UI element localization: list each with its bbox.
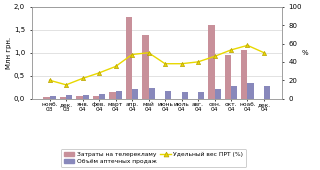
Bar bbox=[181, 92, 188, 99]
Bar bbox=[126, 17, 132, 99]
Bar bbox=[142, 35, 148, 99]
Удельный вес ПРТ (%) bbox=[196, 61, 200, 63]
Bar bbox=[208, 25, 214, 99]
Удельный вес ПРТ (%) bbox=[212, 55, 216, 57]
Y-axis label: %: % bbox=[301, 50, 308, 56]
Bar bbox=[93, 96, 99, 99]
Удельный вес ПРТ (%) bbox=[81, 77, 84, 79]
Bar bbox=[50, 96, 56, 99]
Bar bbox=[241, 50, 247, 99]
Удельный вес ПРТ (%) bbox=[147, 52, 150, 54]
Bar bbox=[132, 89, 138, 99]
Bar bbox=[165, 91, 171, 99]
Удельный вес ПРТ (%) bbox=[114, 65, 117, 67]
Bar bbox=[109, 92, 116, 99]
Удельный вес ПРТ (%) bbox=[229, 49, 233, 51]
Удельный вес ПРТ (%) bbox=[245, 44, 249, 46]
Bar bbox=[116, 91, 122, 99]
Bar bbox=[214, 89, 221, 99]
Bar bbox=[148, 88, 155, 99]
Bar bbox=[198, 92, 204, 99]
Удельный вес ПРТ (%) bbox=[180, 63, 183, 65]
Legend: Затраты на телерекламу, Объём аптечных продаж, Удельный вес ПРТ (%): Затраты на телерекламу, Объём аптечных п… bbox=[61, 149, 246, 167]
Удельный вес ПРТ (%) bbox=[64, 84, 68, 86]
Удельный вес ПРТ (%) bbox=[262, 52, 266, 54]
Удельный вес ПРТ (%) bbox=[163, 63, 167, 65]
Bar bbox=[225, 55, 231, 99]
Bar bbox=[99, 94, 105, 99]
Line: Удельный вес ПРТ (%): Удельный вес ПРТ (%) bbox=[48, 43, 266, 87]
Bar bbox=[43, 97, 50, 99]
Bar bbox=[247, 83, 254, 99]
Bar bbox=[264, 86, 270, 99]
Y-axis label: Млн грн.: Млн грн. bbox=[6, 37, 12, 69]
Bar bbox=[76, 96, 83, 99]
Bar bbox=[231, 86, 237, 99]
Bar bbox=[83, 95, 89, 99]
Удельный вес ПРТ (%) bbox=[97, 72, 101, 74]
Bar bbox=[60, 97, 66, 99]
Bar bbox=[66, 95, 72, 99]
Удельный вес ПРТ (%) bbox=[48, 79, 52, 81]
Удельный вес ПРТ (%) bbox=[130, 54, 134, 56]
